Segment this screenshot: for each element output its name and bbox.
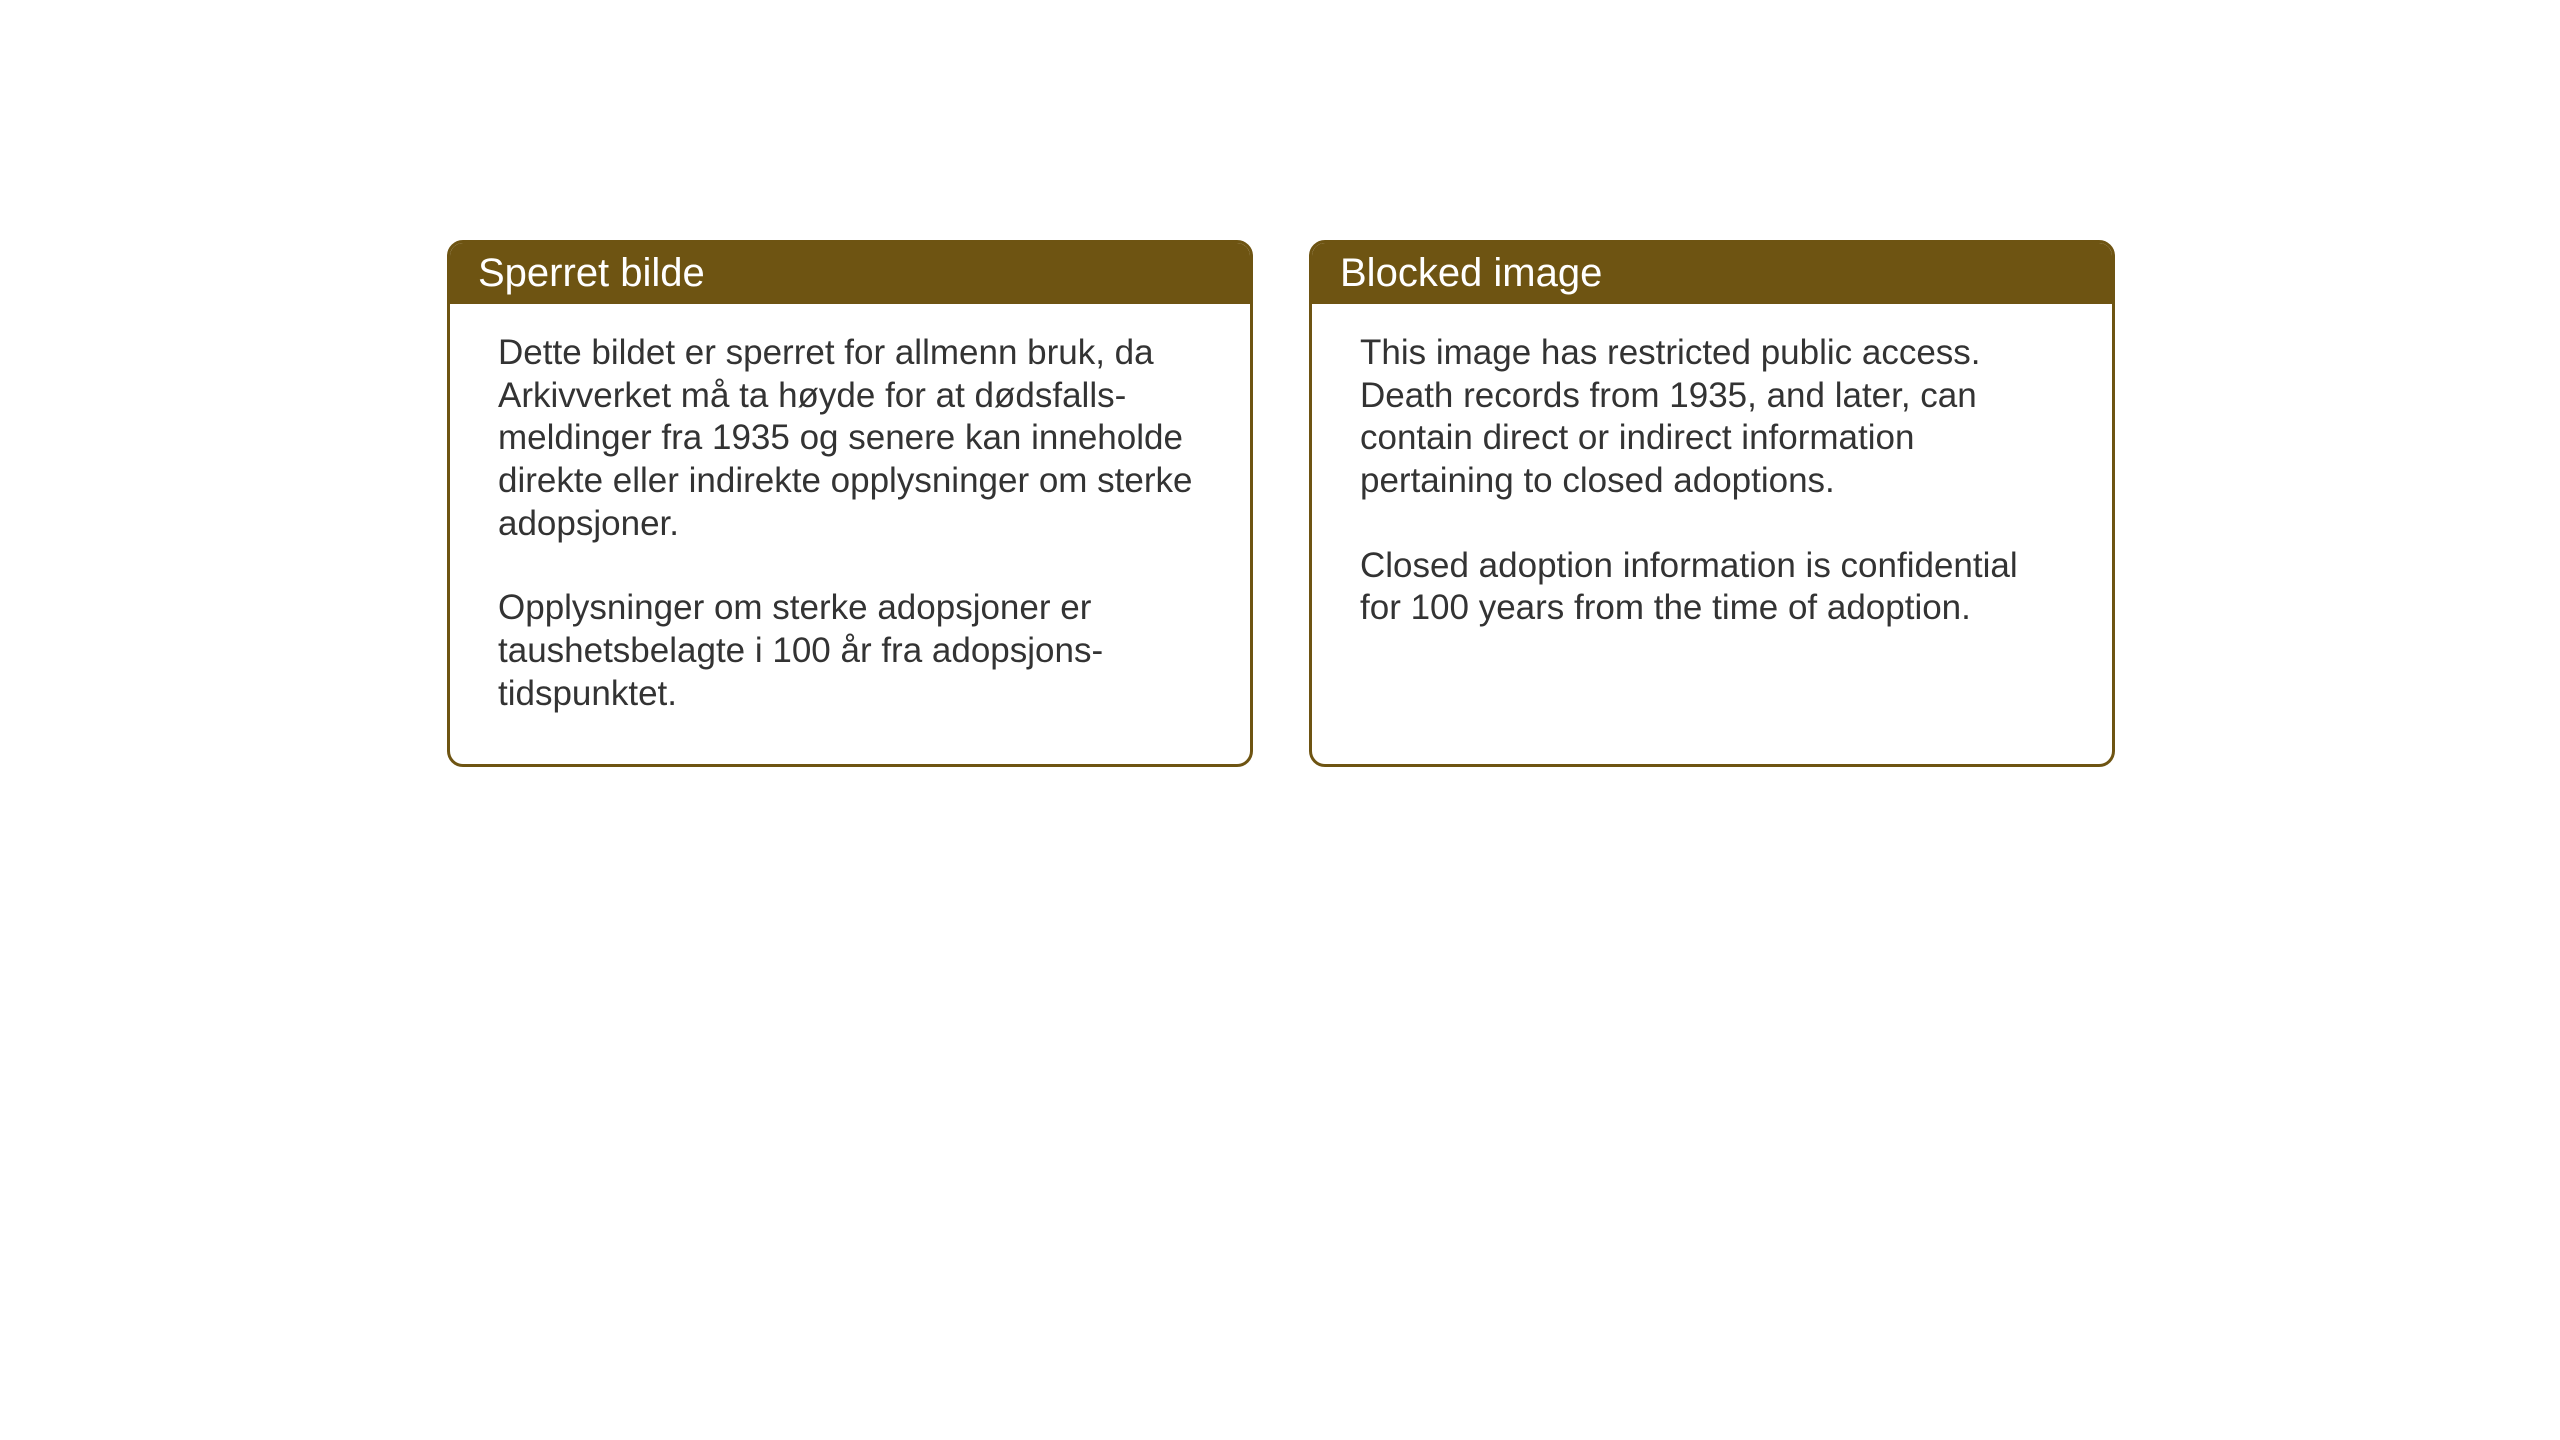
norwegian-card-title: Sperret bilde bbox=[450, 243, 1250, 304]
norwegian-notice-card: Sperret bilde Dette bildet er sperret fo… bbox=[447, 240, 1253, 767]
english-paragraph-2: Closed adoption information is confident… bbox=[1360, 545, 2064, 630]
norwegian-card-body: Dette bildet er sperret for allmenn bruk… bbox=[450, 304, 1250, 764]
english-card-title: Blocked image bbox=[1312, 243, 2112, 304]
norwegian-paragraph-1: Dette bildet er sperret for allmenn bruk… bbox=[498, 332, 1202, 545]
english-card-body: This image has restricted public access.… bbox=[1312, 304, 2112, 744]
notice-cards-container: Sperret bilde Dette bildet er sperret fo… bbox=[447, 240, 2115, 767]
english-notice-card: Blocked image This image has restricted … bbox=[1309, 240, 2115, 767]
english-paragraph-1: This image has restricted public access.… bbox=[1360, 332, 2064, 503]
norwegian-paragraph-2: Opplysninger om sterke adopsjoner er tau… bbox=[498, 587, 1202, 715]
